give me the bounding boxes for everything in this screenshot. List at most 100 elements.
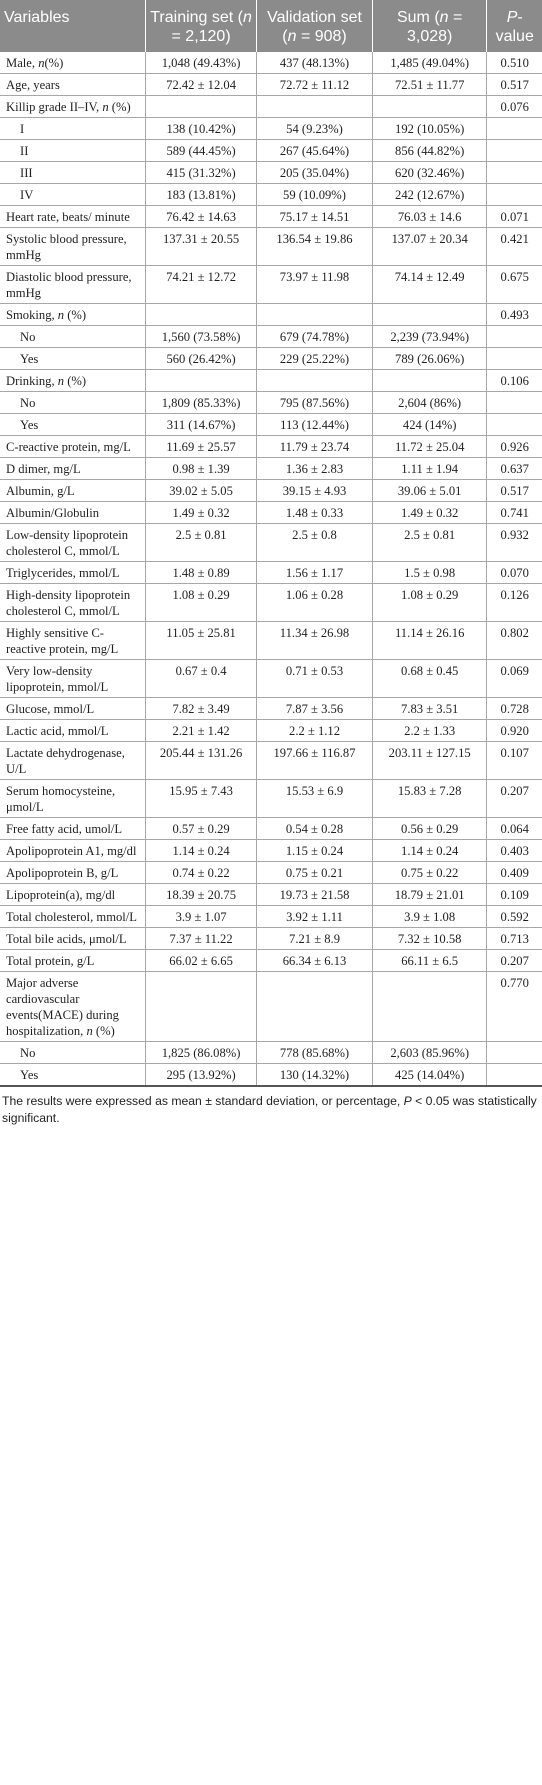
variable-cell: Lactate dehydrogenase, U/L [0,741,147,780]
p-value-cell: 0.076 [486,95,542,118]
training-cell: 560 (26.42%) [145,347,258,370]
sum-cell: 72.51 ± 11.77 [372,73,488,96]
p-value-cell [486,183,542,206]
p-value-cell [486,413,542,436]
table-row: Albumin/Globulin 1.49 ± 0.32 1.48 ± 0.33 1.… [0,501,542,524]
validation-cell: 0.75 ± 0.21 [256,861,373,884]
training-cell [145,95,258,118]
training-cell: 138 (10.42%) [145,117,258,140]
variable-cell: II [0,139,147,162]
table-row: Yes 311 (14.67%) 113 (12.44%) 424 (14%) [0,413,542,436]
training-cell: 311 (14.67%) [145,413,258,436]
table-row: C-reactive protein, mg/L 11.69 ± 25.57 11.… [0,435,542,458]
validation-cell: 205 (35.04%) [256,161,373,184]
variable-cell: Yes [0,1063,147,1087]
p-value-cell: 0.403 [486,839,542,862]
training-cell: 1.48 ± 0.89 [145,561,258,584]
sum-cell: 1.5 ± 0.98 [372,561,488,584]
training-cell: 76.42 ± 14.63 [145,205,258,228]
validation-cell: 197.66 ± 116.87 [256,741,373,780]
p-value-cell: 0.675 [486,265,542,304]
validation-cell: 113 (12.44%) [256,413,373,436]
sum-cell: 2.2 ± 1.33 [372,719,488,742]
training-cell: 0.74 ± 0.22 [145,861,258,884]
p-value-cell: 0.932 [486,523,542,562]
table-row: Highly sensitive C-reactive protein, mg/… [0,621,542,660]
table-container: Variables Training set (n = 2,120) Valid… [0,0,542,1125]
p-value-cell [486,117,542,140]
table-row: High-density lipoprotein cholesterol C, … [0,583,542,622]
table-row: No 1,825 (86.08%) 778 (85.68%) 2,603 (85.96… [0,1041,542,1064]
training-cell: 1,048 (49.43%) [145,52,258,74]
validation-cell: 136.54 ± 19.86 [256,227,373,266]
training-cell: 137.31 ± 20.55 [145,227,258,266]
training-cell: 1.49 ± 0.32 [145,501,258,524]
sum-cell: 11.14 ± 26.16 [372,621,488,660]
sum-cell [372,971,488,1042]
variable-cell: C-reactive protein, mg/L [0,435,147,458]
p-value-cell: 0.069 [486,659,542,698]
table-row: Lactic acid, mmol/L 2.21 ± 1.42 2.2 ± 1.12… [0,719,542,742]
p-value-cell: 0.517 [486,479,542,502]
variable-cell: III [0,161,147,184]
table-row: Yes 295 (13.92%) 130 (14.32%) 425 (14.04%) [0,1063,542,1087]
sum-cell: 11.72 ± 25.04 [372,435,488,458]
p-value-cell: 0.421 [486,227,542,266]
training-cell: 11.05 ± 25.81 [145,621,258,660]
p-value-cell: 0.207 [486,779,542,818]
variable-cell: Free fatty acid, umol/L [0,817,147,840]
sum-cell: 76.03 ± 14.6 [372,205,488,228]
sum-cell: 1.14 ± 0.24 [372,839,488,862]
variable-cell: Heart rate, beats/ minute [0,205,147,228]
variable-cell: Apolipoprotein B, g/L [0,861,147,884]
training-cell: 0.57 ± 0.29 [145,817,258,840]
variable-cell: No [0,391,147,414]
table-row: No 1,809 (85.33%) 795 (87.56%) 2,604 (86%) [0,391,542,414]
variable-cell: Apolipoprotein A1, mg/dl [0,839,147,862]
validation-cell [256,369,373,392]
table-row: Glucose, mmol/L 7.82 ± 3.49 7.87 ± 3.56 7.8… [0,697,542,720]
p-value-cell: 0.637 [486,457,542,480]
sum-cell: 2,239 (73.94%) [372,325,488,348]
p-value-cell [486,391,542,414]
table-row: Lipoprotein(a), mg/dl 18.39 ± 20.75 19.73 … [0,883,542,906]
header-training-set: Training set (n = 2,120) [145,0,258,52]
p-value-cell: 0.070 [486,561,542,584]
variable-cell: I [0,117,147,140]
variable-cell: IV [0,183,147,206]
training-cell: 2.5 ± 0.81 [145,523,258,562]
p-value-cell: 0.071 [486,205,542,228]
training-cell: 2.21 ± 1.42 [145,719,258,742]
p-value-cell: 0.064 [486,817,542,840]
sum-cell: 1.49 ± 0.32 [372,501,488,524]
training-cell: 183 (13.81%) [145,183,258,206]
sum-cell: 192 (10.05%) [372,117,488,140]
variable-cell: No [0,1041,147,1064]
validation-cell: 229 (25.22%) [256,347,373,370]
validation-cell: 130 (14.32%) [256,1063,373,1087]
training-cell [145,369,258,392]
training-cell: 39.02 ± 5.05 [145,479,258,502]
table-row: Free fatty acid, umol/L 0.57 ± 0.29 0.54 ±… [0,817,542,840]
validation-cell: 39.15 ± 4.93 [256,479,373,502]
variable-cell: Triglycerides, mmol/L [0,561,147,584]
validation-cell: 1.48 ± 0.33 [256,501,373,524]
training-cell: 3.9 ± 1.07 [145,905,258,928]
variable-cell: Drinking, n (%) [0,369,147,392]
sum-cell: 856 (44.82%) [372,139,488,162]
variable-cell: Yes [0,413,147,436]
validation-cell: 3.92 ± 1.11 [256,905,373,928]
validation-cell: 15.53 ± 6.9 [256,779,373,818]
table-row: Smoking, n (%) 0.493 [0,303,542,326]
training-cell [145,971,258,1042]
sum-cell: 0.56 ± 0.29 [372,817,488,840]
variable-cell: Killip grade II–IV, n (%) [0,95,147,118]
variable-cell: Male, n(%) [0,52,147,74]
validation-cell: 437 (48.13%) [256,52,373,74]
table-row: D dimer, mg/L 0.98 ± 1.39 1.36 ± 2.83 1.11 … [0,457,542,480]
header-variables: Variables [0,0,147,52]
sum-cell: 0.75 ± 0.22 [372,861,488,884]
variable-cell: Albumin, g/L [0,479,147,502]
validation-cell: 19.73 ± 21.58 [256,883,373,906]
table-row: Serum homocysteine, μmol/L 15.95 ± 7.43 15… [0,779,542,818]
